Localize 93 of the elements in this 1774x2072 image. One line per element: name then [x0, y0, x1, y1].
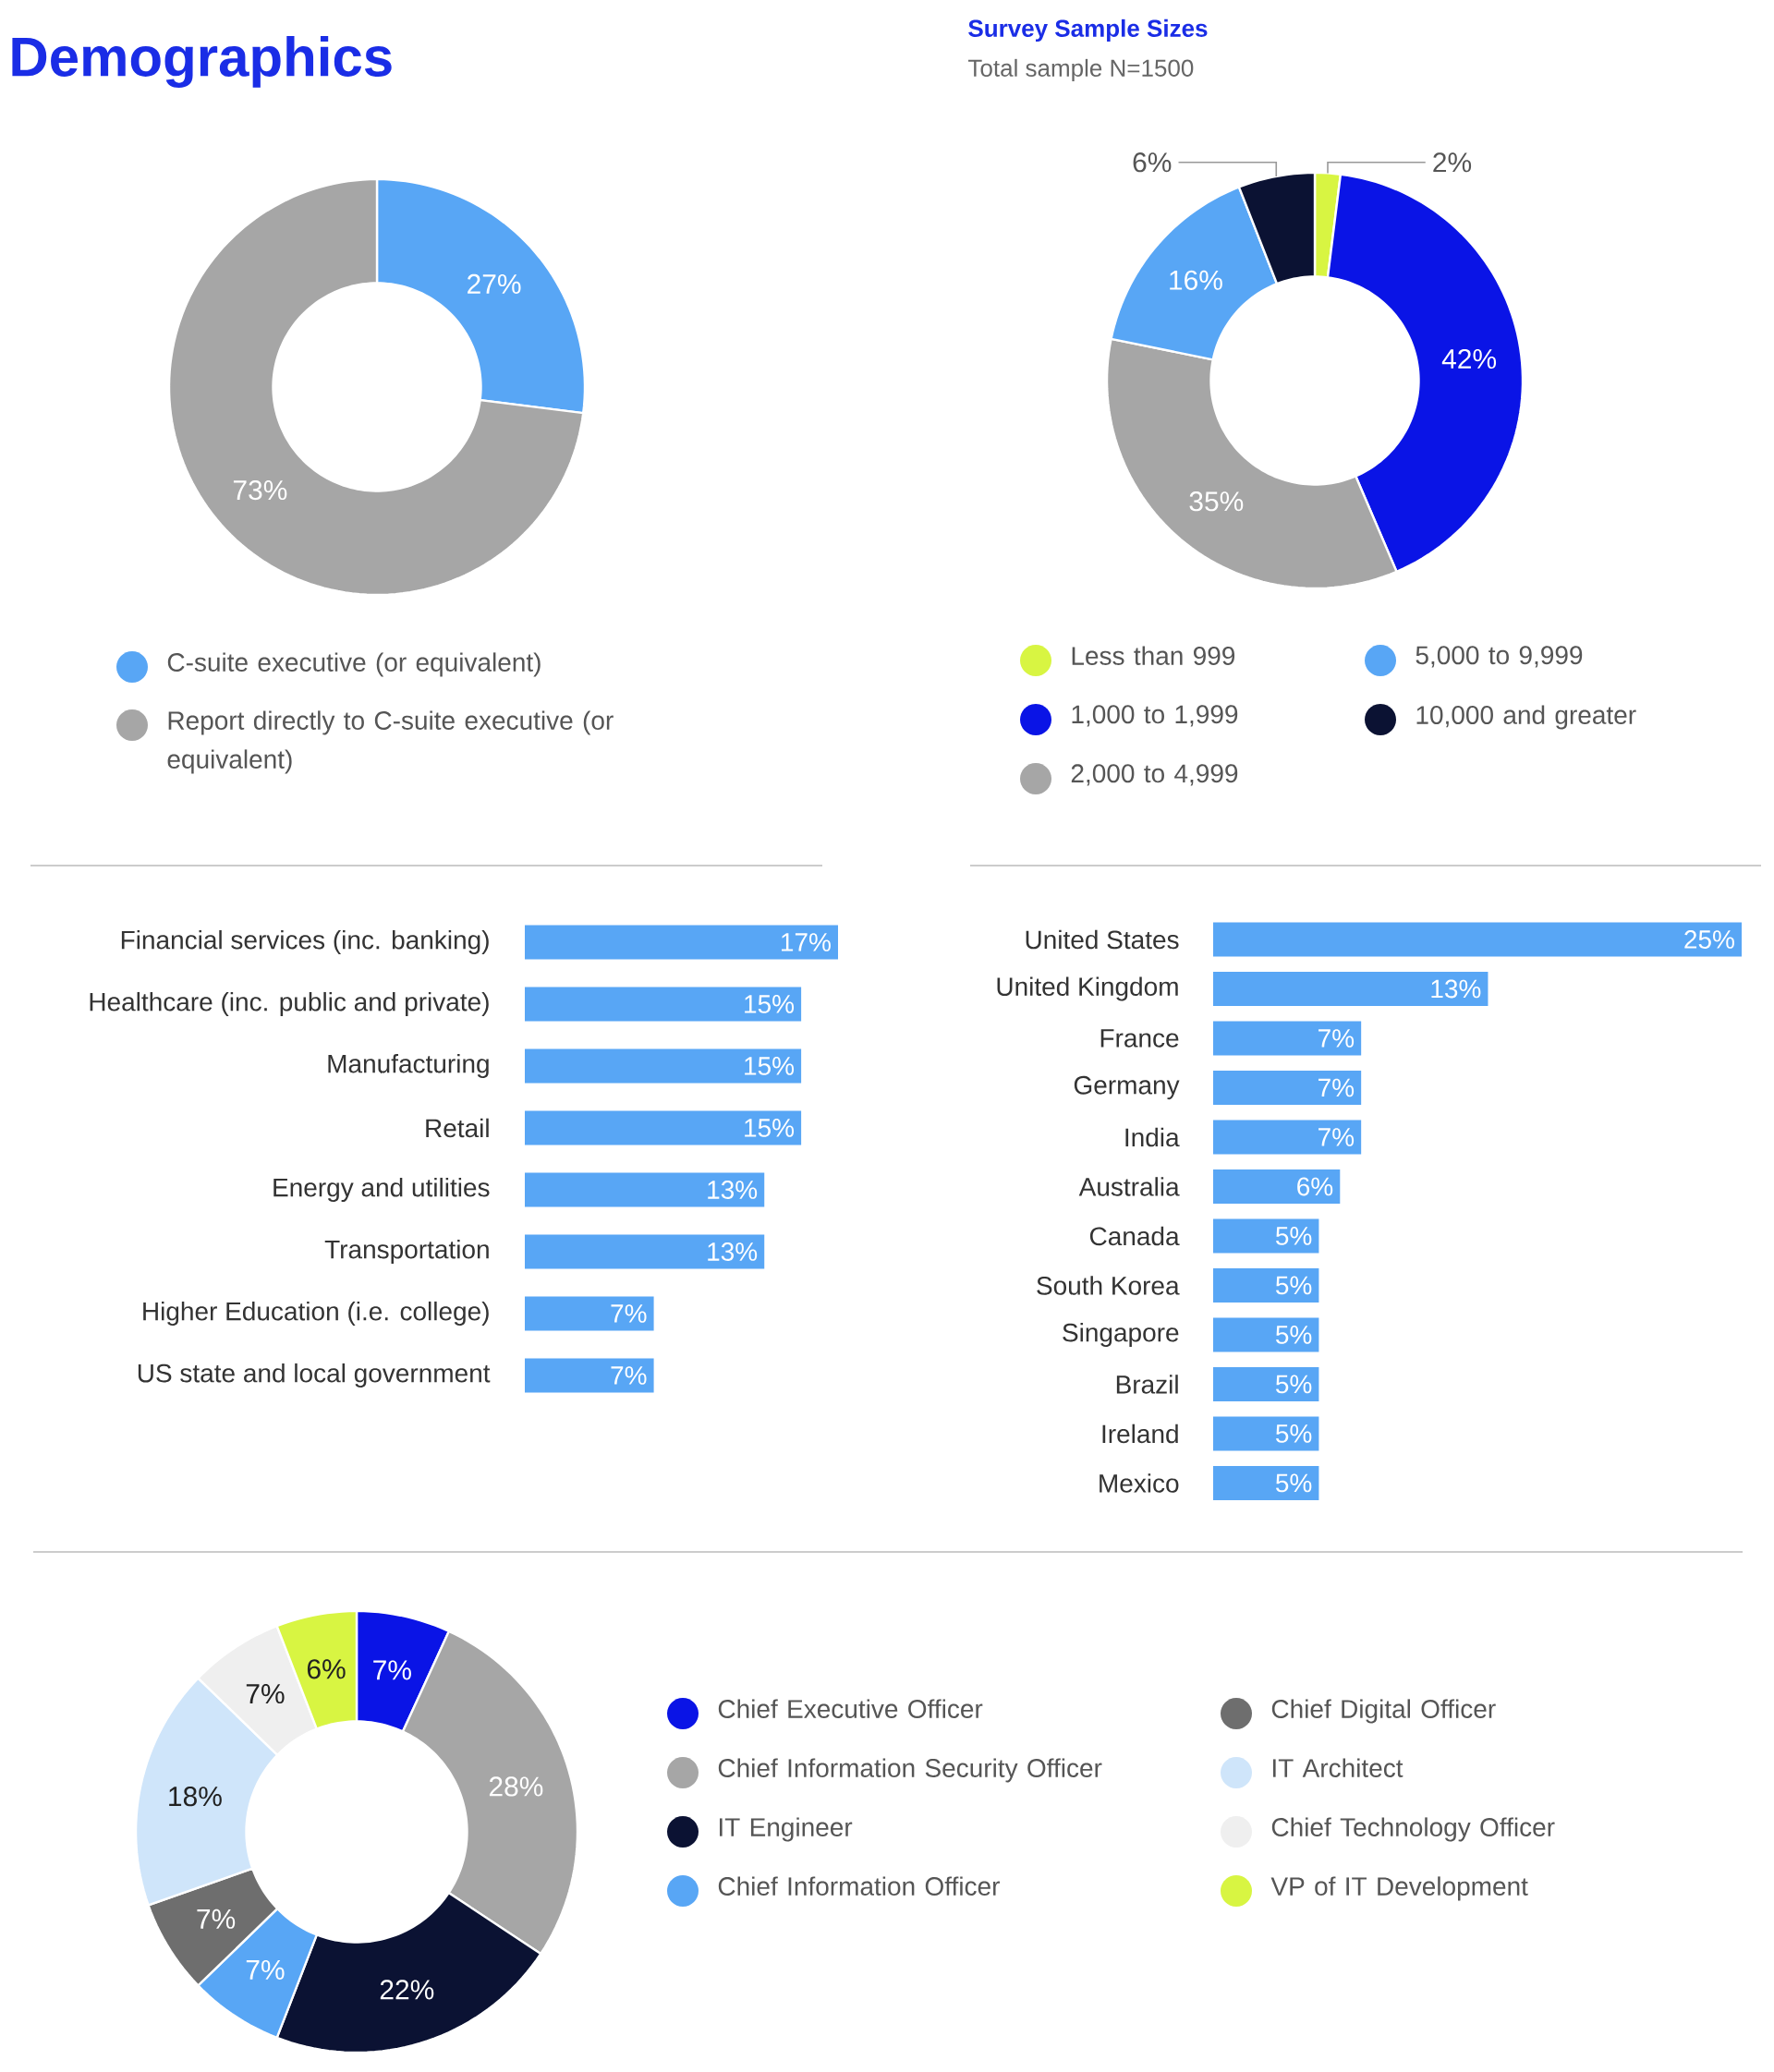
data-label: 6% [307, 1659, 346, 1679]
y-tick-label: United States [1026, 929, 1179, 950]
y-tick-label: Transportation [324, 1239, 489, 1265]
data-label: 5% [1276, 1473, 1312, 1493]
data-label: 15% [745, 1057, 795, 1075]
data-label: 7% [246, 1684, 285, 1704]
legend-label: IT Engineer [719, 1817, 853, 1842]
y-tick-label: Healthcare (inc. public and private) [90, 991, 489, 1017]
data-label: 6% [1133, 152, 1172, 173]
legend-label: Less than 999 [1072, 646, 1235, 665]
bar [525, 1234, 765, 1269]
y-tick-label: Ireland [1102, 1424, 1178, 1444]
bar [1213, 1465, 1319, 1500]
legend-label: C-suite executive (or equivalent) [167, 652, 541, 677]
data-label: 5% [1276, 1227, 1312, 1245]
data-label: 6% [1297, 1177, 1333, 1196]
bar [1213, 1366, 1319, 1401]
legend-label: 5,000 to 9,999 [1416, 646, 1583, 668]
data-label: 35% [1189, 491, 1244, 512]
data-label: 5% [1276, 1424, 1312, 1443]
y-tick-label: Germany [1074, 1075, 1180, 1100]
bar [1213, 1169, 1341, 1204]
data-label: 15% [745, 995, 795, 1013]
y-tick-label: Retail [426, 1118, 489, 1138]
y-tick-label: Mexico [1100, 1473, 1179, 1493]
y-tick-label: Financial services (inc. banking) [121, 929, 489, 955]
y-tick-label: Manufacturing [328, 1053, 489, 1079]
data-label: 13% [708, 1181, 758, 1199]
data-label: 5% [1276, 1276, 1312, 1295]
bar [525, 1172, 765, 1207]
legend-label: Chief Digital Officer [1271, 1699, 1496, 1724]
data-label: 16% [1170, 270, 1222, 290]
y-tick-label: Canada [1089, 1226, 1180, 1246]
bar [1213, 1218, 1319, 1254]
y-tick-label: South Korea [1037, 1276, 1180, 1295]
data-label: 7% [1318, 1078, 1355, 1097]
bar [1213, 971, 1488, 1006]
bar [1213, 922, 1743, 957]
y-tick-label: France [1100, 1029, 1179, 1048]
y-tick-label: Australia [1078, 1177, 1180, 1196]
legend-label: 2,000 to 4,999 [1071, 764, 1238, 786]
legend-label: Chief Technology Officer [1271, 1817, 1555, 1842]
bar [525, 925, 838, 960]
data-label: 7% [611, 1366, 647, 1385]
data-label: 28% [489, 1776, 543, 1797]
data-label: 13% [1431, 979, 1481, 999]
y-tick-label: Energy and utilities [273, 1177, 490, 1203]
data-label: 7% [1318, 1029, 1355, 1048]
data-label: 7% [1318, 1128, 1355, 1146]
legend-label: VP of IT Development [1270, 1876, 1528, 1901]
data-label: 18% [169, 1787, 222, 1807]
data-label: 27% [468, 273, 521, 294]
data-label: 7% [611, 1304, 647, 1323]
y-tick-label: India [1125, 1127, 1180, 1147]
data-label: 7% [373, 1660, 411, 1680]
bar [1213, 1070, 1362, 1105]
data-label: 7% [197, 1908, 236, 1929]
data-label: 15% [745, 1119, 795, 1137]
legend-label: 1,000 to 1,999 [1072, 705, 1238, 727]
legend-label: 10,000 and greater [1416, 705, 1636, 730]
data-label: 17% [782, 933, 831, 951]
legend-label: Report directly to C-suite executive (or equivalent) [167, 710, 614, 774]
data-label: 2% [1433, 152, 1472, 173]
legend-label: Chief Information Officer [718, 1876, 1000, 1896]
data-label: 73% [233, 479, 287, 501]
y-tick-label: Brazil [1116, 1375, 1178, 1394]
bar [525, 987, 802, 1022]
data-label: 13% [708, 1242, 758, 1261]
bar [1213, 1317, 1319, 1352]
data-label: 7% [246, 1959, 285, 1980]
y-tick-label: US state and local government [138, 1363, 491, 1388]
data-label: 25% [1684, 930, 1734, 949]
bar [1213, 1120, 1362, 1155]
data-label: 5% [1276, 1326, 1312, 1344]
y-tick-label: Singapore [1063, 1322, 1179, 1348]
chart-title: Survey Sample Sizes [968, 18, 1208, 42]
bar [525, 1358, 654, 1393]
data-label: 42% [1441, 348, 1497, 370]
chart-title: Demographics [12, 35, 392, 89]
data-label: 22% [380, 1980, 434, 2000]
legend-label: Chief Executive Officer [718, 1699, 983, 1718]
bar [525, 1296, 654, 1331]
bar [525, 1048, 802, 1084]
legend-label: Chief Information Security Officer [718, 1758, 1102, 1783]
y-tick-label: United Kingdom [997, 976, 1178, 1001]
bar [525, 1110, 802, 1145]
data-label: 5% [1276, 1375, 1312, 1394]
bar [1213, 1416, 1319, 1451]
y-tick-label: Higher Education (i.e. college) [143, 1301, 489, 1327]
bar [1213, 1021, 1362, 1056]
chart-subtitle: Total sample N=1500 [968, 58, 1194, 82]
legend-label: IT Architect [1272, 1758, 1403, 1777]
bar [1213, 1267, 1319, 1303]
